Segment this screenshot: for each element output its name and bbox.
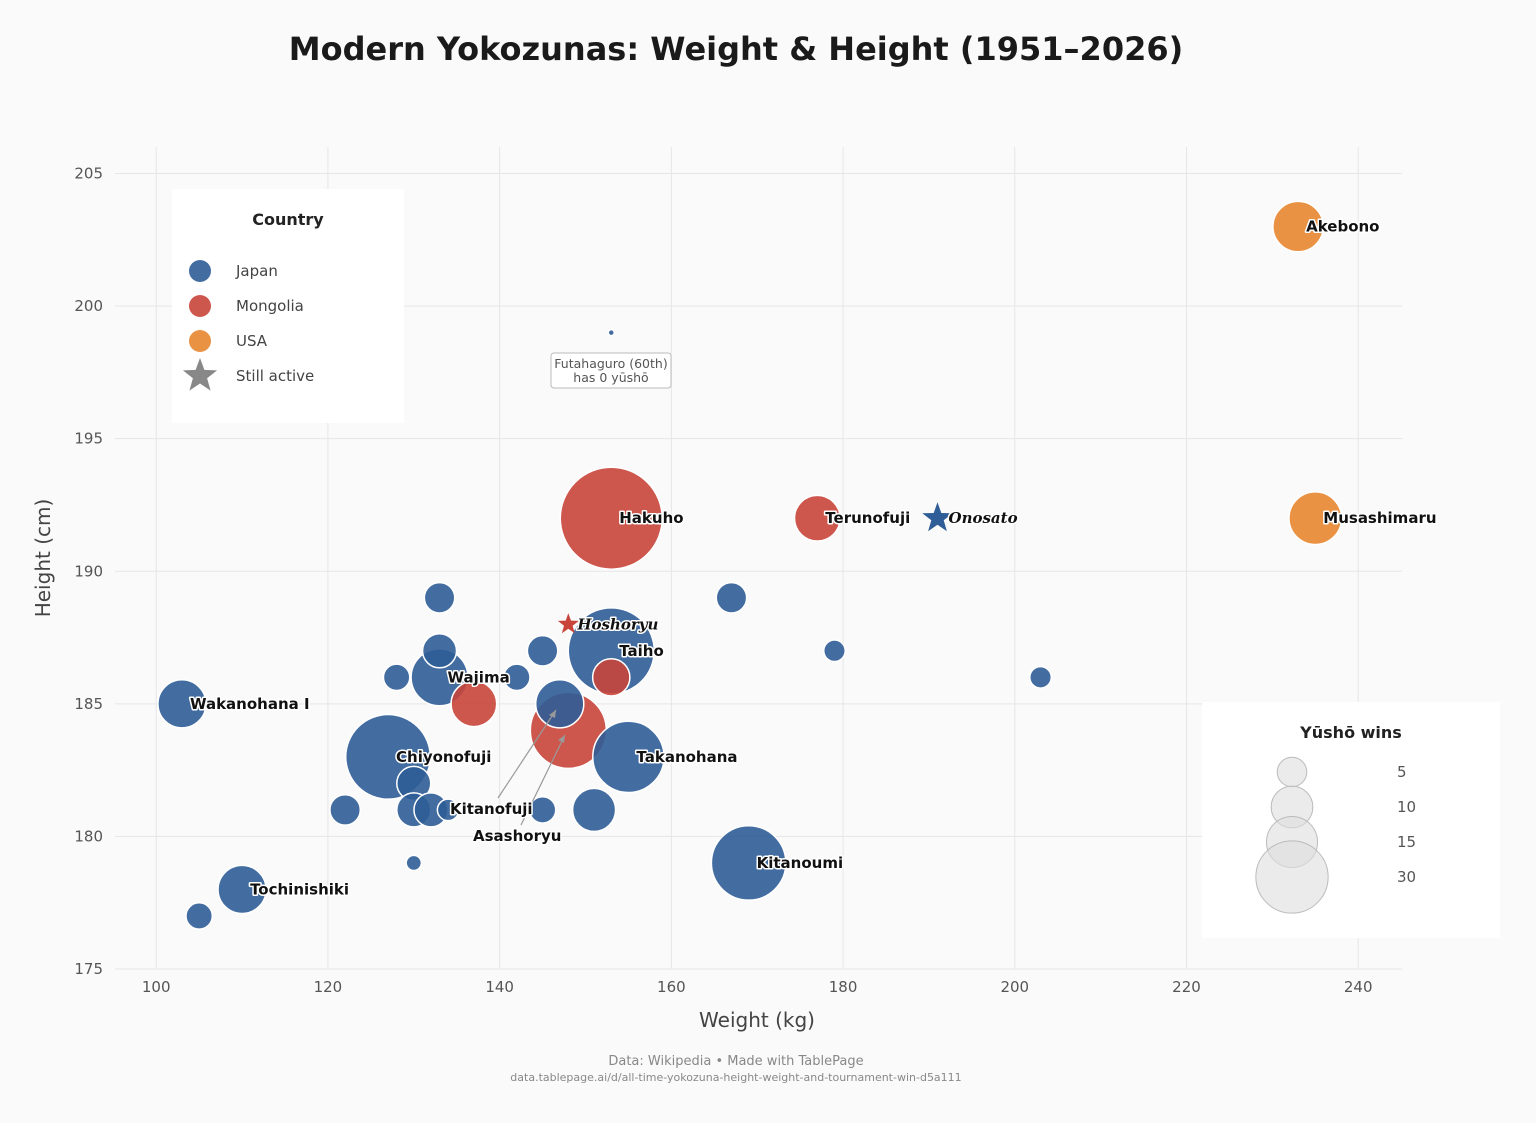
annotation: Futahaguro (60th) has 0 yūshō <box>550 352 672 389</box>
point-label: Hoshoryu <box>576 615 658 633</box>
chart-title: Modern Yokozunas: Weight & Height (1951–… <box>289 30 1183 68</box>
point-label: Kitanoumi <box>757 854 844 872</box>
bubble-marker <box>715 581 748 614</box>
legend-size-title: Yūshō wins <box>1299 723 1402 742</box>
y-tick-label: 195 <box>74 430 103 448</box>
legend-country-title: Country <box>252 210 324 229</box>
legend-swatch-mongolia <box>189 295 211 317</box>
bubble-marker <box>1029 665 1053 689</box>
bubble-marker <box>405 854 423 872</box>
bubble-marker <box>329 793 362 826</box>
legend-item-label: USA <box>236 332 268 350</box>
x-tick-label: 140 <box>485 978 514 996</box>
y-tick-label: 180 <box>74 827 103 845</box>
active-star-marker <box>557 613 579 634</box>
point-label: Terunofuji <box>825 509 910 527</box>
x-tick-label: 160 <box>657 978 686 996</box>
x-tick-label: 220 <box>1172 978 1201 996</box>
active-star-marker <box>922 502 953 532</box>
point-label: Asashoryu <box>473 827 561 845</box>
bubble-marker <box>1272 200 1325 253</box>
legend-item-label: Still active <box>236 367 314 385</box>
arrow-head <box>558 735 565 743</box>
y-axis-label: Height (cm) <box>31 499 55 618</box>
data-points <box>157 200 1343 930</box>
bubble-marker <box>1288 491 1343 546</box>
bubble-marker <box>423 581 456 614</box>
legend-star-icon <box>182 358 218 391</box>
point-label: Kitanofuji <box>450 800 533 818</box>
point-label: Musashimaru <box>1323 509 1436 527</box>
x-tick-label: 120 <box>314 978 343 996</box>
bubble-marker <box>607 328 616 337</box>
bubble-marker <box>502 663 531 692</box>
legend-item-label: Japan <box>235 262 278 280</box>
point-label: Tochinishiki <box>250 880 349 898</box>
legend-size-bubble <box>1255 840 1329 914</box>
bubble-marker <box>382 663 411 692</box>
bubble-marker <box>528 795 557 824</box>
bubble-marker <box>157 679 207 729</box>
point-label: Wakanohana I <box>190 695 310 713</box>
annotation-arrow <box>520 734 566 826</box>
x-tick-label: 240 <box>1344 978 1373 996</box>
bubble-marker <box>559 466 663 570</box>
arrow-head <box>549 710 556 718</box>
grid <box>115 147 1402 970</box>
bubble-marker <box>822 639 846 663</box>
bubble-marker <box>185 902 214 930</box>
footer-source: Data: Wikipedia • Made with TablePage <box>608 1054 863 1069</box>
bubble-marker <box>793 494 841 542</box>
x-axis-ticks: 100 120 140 160 180 200 220 240 <box>142 978 1373 996</box>
legend-size: Yūshō wins 5 10 15 30 <box>1202 702 1500 938</box>
y-tick-label: 205 <box>74 165 103 183</box>
legend-country: Country Japan Mongolia USA Still active <box>172 189 404 423</box>
y-tick-label: 185 <box>74 695 103 713</box>
point-labels: Akebono Musashimaru Terunofuji Onosato Hakuh… <box>188 216 1438 900</box>
legend-size-label: 30 <box>1397 868 1416 886</box>
bubble-marker <box>526 634 559 667</box>
bubble-marker <box>710 824 787 901</box>
y-tick-label: 190 <box>74 562 103 580</box>
bubble-marker <box>534 679 585 729</box>
point-label: Akebono <box>1306 218 1379 236</box>
annotation-box <box>550 352 672 389</box>
point-label: Onosato <box>949 509 1018 527</box>
legend-swatch-japan <box>189 260 211 282</box>
x-tick-label: 100 <box>142 978 171 996</box>
point-label: Wajima <box>448 668 510 686</box>
point-label: Hakuho <box>619 509 683 527</box>
point-label: Taiho <box>619 642 664 660</box>
legend-swatch-usa <box>189 330 211 352</box>
bubble-marker <box>591 657 631 697</box>
point-label: Chiyonofuji <box>396 748 491 766</box>
bubble-marker <box>421 633 458 669</box>
y-tick-label: 175 <box>74 960 103 978</box>
legend-size-label: 10 <box>1397 798 1416 816</box>
legend-size-bubble <box>1276 756 1308 788</box>
annotation-line-2: has 0 yūshō <box>573 370 648 385</box>
bubble-marker <box>571 787 617 833</box>
x-tick-label: 200 <box>1000 978 1029 996</box>
point-label: Takanohana <box>636 748 737 766</box>
annotation-arrow <box>497 709 557 799</box>
bubble-marker <box>436 798 460 822</box>
legend-item-label: Mongolia <box>236 297 304 315</box>
legend-size-label: 15 <box>1397 833 1416 851</box>
footer-url: data.tablepage.ai/d/all-time-yokozuna-he… <box>510 1071 961 1084</box>
bubble-marker <box>592 720 665 794</box>
legend-size-label: 5 <box>1397 763 1407 781</box>
y-axis-ticks: 175 180 185 190 195 200 205 <box>74 165 103 978</box>
x-tick-label: 180 <box>829 978 858 996</box>
y-tick-label: 200 <box>74 297 103 315</box>
x-axis-label: Weight (kg) <box>699 1008 815 1032</box>
annotation-line-1: Futahaguro (60th) <box>554 356 667 371</box>
bubble-marker <box>217 864 267 915</box>
bubble-marker <box>450 680 498 728</box>
